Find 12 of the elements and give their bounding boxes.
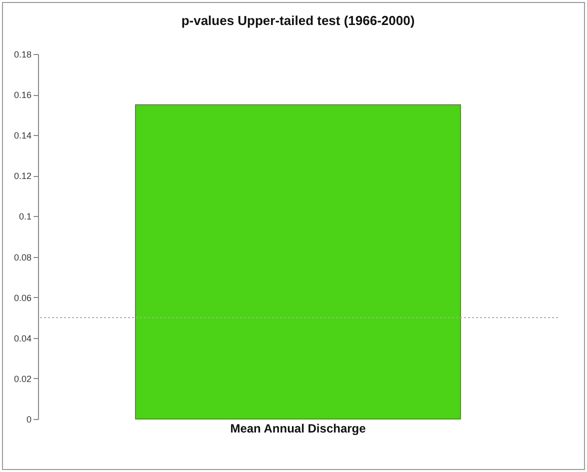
y-tick-label: 0.14 bbox=[14, 130, 32, 141]
y-tick-label: 0.04 bbox=[14, 333, 32, 344]
y-tick-label: 0.08 bbox=[14, 252, 32, 262]
y-tick-label: 0.18 bbox=[14, 50, 32, 60]
chart-title: p-values Upper-tailed test (1966-2000) bbox=[181, 13, 415, 28]
y-tick-label: 0.06 bbox=[14, 292, 32, 303]
y-tick-label: 0.16 bbox=[14, 90, 32, 100]
y-tick-label: 0.1 bbox=[18, 212, 32, 222]
y-tick-label: 0.02 bbox=[14, 374, 32, 384]
y-tick-label: 0 bbox=[26, 414, 32, 424]
y-tick-label: 0.12 bbox=[14, 171, 32, 182]
x-tick-label: Mean Annual Discharge bbox=[230, 422, 366, 436]
